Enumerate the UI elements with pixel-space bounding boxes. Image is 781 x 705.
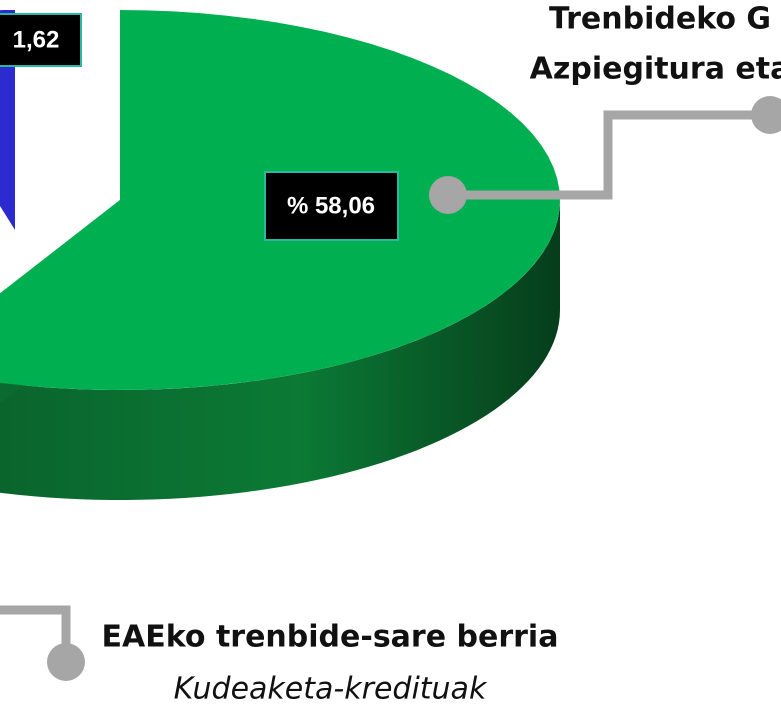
annotation: Trenbideko G [549,2,771,37]
value-label: 1,62 [13,26,60,53]
pie [0,10,560,500]
annotation: Azpiegitura eta [530,52,781,87]
connector-dot [751,96,781,134]
value-box [264,171,399,241]
connector-dot [47,643,85,681]
annotation: EAEko trenbide-sare berria [102,620,559,655]
value-label: % 58,06 [287,192,375,219]
connector [448,110,770,200]
slice-side [0,200,560,500]
value-box [0,13,82,67]
connector-dot [429,176,467,214]
annotation: Kudeaketa-kredituak [174,672,488,705]
